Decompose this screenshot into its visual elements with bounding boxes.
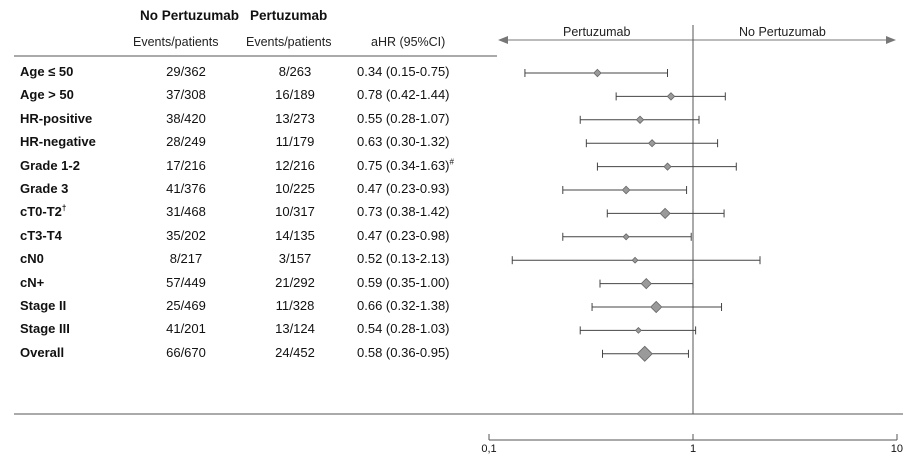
hr-point [593,68,602,78]
hr-ci: 0.59 (0.35-1.00) [357,274,450,290]
favor-arrow-right [886,36,896,44]
favor-left-label: Pertuzumab [563,25,631,39]
hr-point [659,207,671,219]
hr-ci: 0.54 (0.28-1.03) [357,321,450,337]
x-tick-label: 0,1 [481,443,497,455]
no-pertuzumab-count: 41/201 [166,321,206,337]
pertuzumab-count: 14/135 [275,227,315,243]
pertuzumab-count: 21/292 [275,274,315,290]
no-pertuzumab-count: 37/308 [166,87,206,103]
x-tick-label: 10 [890,443,903,455]
pertuzumab-count: 10/317 [275,204,315,220]
header-no-pertuzumab: No Pertuzumab [140,8,240,23]
row-label: Stage II [20,298,67,313]
header-pertuzumab: Pertuzumab [250,8,328,23]
row-label: Age > 50 [20,87,74,103]
pertuzumab-count: 13/273 [275,110,315,126]
hr-ci: 0.73 (0.38-1.42) [357,204,450,220]
hr-ci: 0.78 (0.42-1.44) [357,87,450,103]
row-label: cT0-T2† [20,204,67,220]
hr-ci: 0.55 (0.28-1.07) [357,110,450,126]
hr-point [650,300,663,314]
hr-ci: 0.47 (0.23-0.93) [357,181,450,196]
hr-footnote: # [449,157,454,167]
hr-point [635,327,642,334]
header-hr: aHR (95%CI) [371,35,446,49]
hr-ci: 0.52 (0.13-2.13) [357,251,450,267]
hr-ci: 0.66 (0.32-1.38) [357,298,450,313]
hr-ci: 0.58 (0.36-0.95) [357,344,450,360]
no-pertuzumab-count: 28/249 [166,134,206,150]
hr-point [635,115,645,125]
hr-point [631,256,639,264]
pertuzumab-count: 16/189 [275,87,315,103]
no-pertuzumab-count: 25/469 [166,298,206,313]
header-no-pertuzumab-sub: Events/patients [133,35,219,49]
row-label: HR-positive [20,110,93,126]
hr-ci: 0.75 (0.34-1.63)# [357,157,454,173]
pertuzumab-count: 10/225 [275,181,315,196]
hr-ci: 0.34 (0.15-0.75) [357,64,450,79]
hr-point [666,92,676,101]
hr-point [647,139,657,148]
row-label: cT3-T4 [20,227,62,243]
no-pertuzumab-count: 29/362 [166,64,206,79]
pertuzumab-count: 8/263 [278,64,312,79]
pertuzumab-count: 12/216 [275,157,315,173]
row-label: Stage III [20,321,70,337]
hr-point [636,345,653,362]
favor-right-label: No Pertuzumab [739,25,826,39]
row-label-footnote: † [61,204,67,214]
pertuzumab-count: 24/452 [275,344,315,360]
no-pertuzumab-count: 38/420 [166,110,206,126]
hr-ci: 0.47 (0.23-0.98) [357,227,450,243]
row-label: cN0 [20,251,44,267]
no-pertuzumab-count: 41/376 [166,181,206,196]
header-pertuzumab-sub: Events/patients [246,35,332,49]
pertuzumab-count: 11/328 [275,298,315,313]
hr-ci: 0.63 (0.30-1.32) [357,134,450,150]
x-tick-label: 1 [689,443,697,455]
row-label: Overall [20,344,65,360]
row-label: Grade 1-2 [20,157,80,173]
no-pertuzumab-count: 31/468 [166,204,206,220]
row-label: HR-negative [20,134,96,150]
hr-point [663,162,672,171]
hr-point [640,278,652,290]
row-label: Age ≤ 50 [20,64,74,79]
no-pertuzumab-count: 57/449 [166,274,206,290]
favor-arrow-left [498,36,508,44]
no-pertuzumab-count: 35/202 [166,227,206,243]
row-label: Grade 3 [20,181,69,196]
hr-point [622,233,630,241]
pertuzumab-count: 13/124 [275,321,315,337]
no-pertuzumab-count: 17/216 [166,157,206,173]
hr-point [621,185,631,195]
row-label: cN+ [20,274,45,290]
no-pertuzumab-count: 8/217 [169,251,203,267]
pertuzumab-count: 3/157 [278,251,312,267]
no-pertuzumab-count: 66/670 [166,344,206,360]
pertuzumab-count: 11/179 [275,134,315,150]
